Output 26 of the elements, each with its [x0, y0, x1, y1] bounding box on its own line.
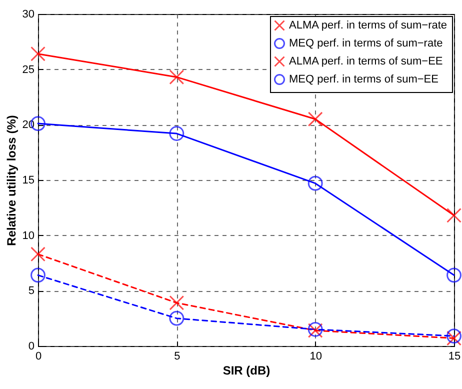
legend-label: MEQ perf. in terms of sum−rate	[289, 38, 443, 50]
x-axis-title: SIR (dB)	[222, 364, 270, 378]
y-tick-label: 5	[28, 285, 34, 298]
y-tick-label: 30	[22, 8, 34, 20]
point	[169, 295, 184, 310]
point	[308, 176, 323, 191]
legend-label: ALMA perf. in terms of sum−rate	[289, 20, 448, 32]
y-tick-label: 10	[22, 230, 34, 242]
legend-label: MEQ perf. in terms of sum−EE	[289, 74, 438, 86]
point	[308, 112, 323, 127]
legend-label: ALMA perf. in terms of sum−EE	[289, 56, 443, 68]
point	[169, 126, 184, 141]
y-tick-label: 0	[28, 340, 34, 352]
point	[30, 246, 46, 262]
point	[169, 310, 184, 326]
y-tick-label: 15	[22, 174, 34, 186]
y-tick-label: 25	[22, 64, 34, 76]
x-tick-label: 5	[174, 350, 180, 362]
x-tick-label: 15	[448, 350, 461, 362]
point	[169, 70, 184, 85]
point	[446, 208, 462, 223]
point	[30, 268, 46, 283]
point	[446, 268, 462, 283]
point	[30, 46, 46, 62]
x-tick-label: 10	[310, 350, 322, 362]
y-axis-title: Relative utility loss (%)	[4, 115, 18, 246]
